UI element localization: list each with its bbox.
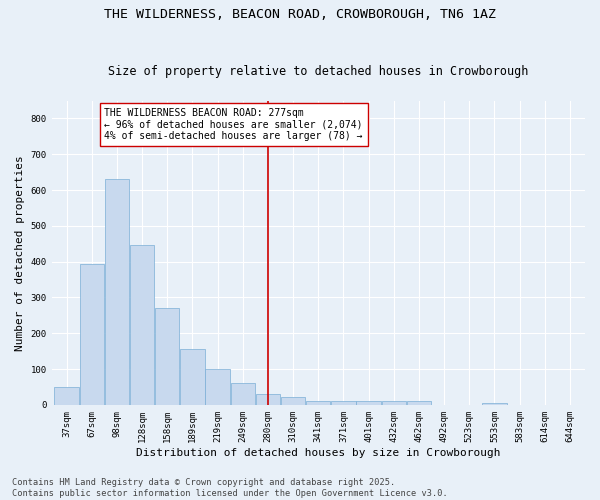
Bar [155,308,179,405]
Bar [407,402,431,405]
Bar [80,264,104,405]
Bar [105,180,129,405]
Bar [331,402,356,405]
Bar [256,394,280,405]
Bar [180,350,205,405]
Title: Size of property relative to detached houses in Crowborough: Size of property relative to detached ho… [108,66,529,78]
X-axis label: Distribution of detached houses by size in Crowborough: Distribution of detached houses by size … [136,448,500,458]
Bar [281,397,305,405]
Text: THE WILDERNESS, BEACON ROAD, CROWBOROUGH, TN6 1AZ: THE WILDERNESS, BEACON ROAD, CROWBOROUGH… [104,8,496,20]
Bar [482,403,506,405]
Bar [130,245,154,405]
Bar [205,369,230,405]
Bar [230,384,255,405]
Bar [356,402,381,405]
Bar [382,400,406,405]
Y-axis label: Number of detached properties: Number of detached properties [15,155,25,350]
Text: THE WILDERNESS BEACON ROAD: 277sqm
← 96% of detached houses are smaller (2,074)
: THE WILDERNESS BEACON ROAD: 277sqm ← 96%… [104,108,363,141]
Text: Contains HM Land Registry data © Crown copyright and database right 2025.
Contai: Contains HM Land Registry data © Crown c… [12,478,448,498]
Bar [306,400,331,405]
Bar [55,387,79,405]
